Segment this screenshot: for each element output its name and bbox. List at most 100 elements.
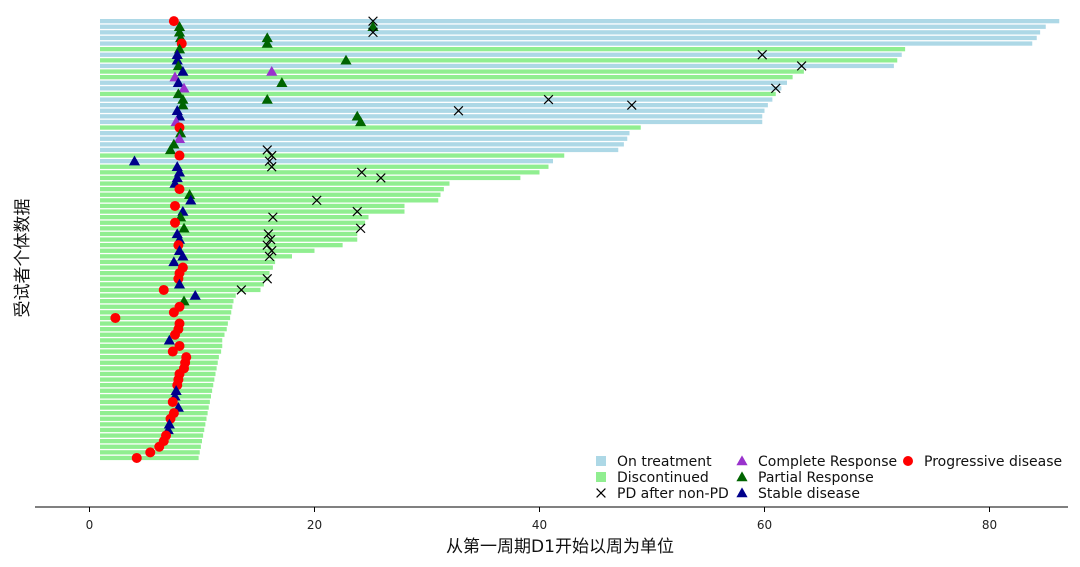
complete-response-marker-22: [173, 133, 186, 143]
subject-bar-76: [100, 439, 202, 444]
pd-after-non-pd-marker-38: [355, 223, 366, 234]
subject-bar-35: [100, 209, 405, 214]
subject-bar-71: [100, 411, 208, 416]
subject-bar-6: [100, 47, 906, 52]
progressive-disease-marker-69: [167, 396, 178, 407]
subject-bar-49: [100, 287, 261, 293]
legend-complete-response-label: Complete Response: [758, 454, 897, 470]
pd-after-non-pd-marker-28: [356, 167, 367, 178]
subject-bar-58: [100, 338, 223, 343]
subject-bar-3: [100, 30, 1041, 35]
subject-bar-7: [100, 52, 902, 57]
pd-after-non-pd-marker-25: [266, 150, 277, 161]
subject-bar-37: [100, 220, 366, 225]
subject-bar-30: [100, 181, 450, 186]
subject-bar-74: [100, 427, 205, 433]
pd-after-non-pd-marker-9: [796, 61, 807, 71]
subject-bar-53: [100, 310, 232, 315]
pd-after-non-pd-marker-13-stroke-b: [770, 83, 781, 94]
subject-bar-39: [100, 231, 358, 237]
pd-after-non-pd-marker-26: [264, 156, 275, 166]
subject-bar-22: [100, 136, 628, 141]
legend-discontinued-label: Discontinued: [617, 470, 709, 486]
pd-after-non-pd-marker-3-stroke-b: [368, 27, 378, 38]
stable-disease-marker-7: [171, 49, 183, 59]
x-tick-label-60: 60: [757, 518, 772, 532]
pd-after-non-pd-marker-7: [757, 49, 768, 60]
partial-response-marker-24: [164, 144, 177, 155]
subject-bar-47: [100, 276, 270, 281]
partial-response-marker-15: [177, 93, 189, 104]
subject-bar-67: [100, 388, 213, 393]
progressive-disease-marker-60: [167, 346, 178, 357]
pd-after-non-pd-marker-17: [453, 105, 464, 116]
partial-response-marker-12-late: [276, 77, 288, 87]
legend-progressive-disease-swatch: [903, 456, 913, 466]
stable-disease-marker-50: [189, 289, 201, 300]
subject-bar-51: [100, 299, 234, 304]
pd-after-non-pd-marker-16-stroke-b: [626, 100, 637, 110]
subject-bar-10: [100, 69, 804, 74]
subject-bar-42: [100, 248, 315, 253]
pd-after-non-pd-marker-15: [543, 94, 554, 105]
subject-bar-64: [100, 371, 216, 377]
subject-bar-41: [100, 243, 343, 248]
subject-bar-55: [100, 321, 228, 326]
stable-disease-marker-33: [185, 194, 197, 205]
subject-bar-5: [100, 41, 1033, 46]
subject-bar-52: [100, 304, 233, 309]
subject-bar-50: [100, 293, 236, 298]
pd-after-non-pd-marker-7-stroke-b: [757, 49, 768, 60]
progressive-disease-marker-78: [145, 447, 156, 458]
pd-after-non-pd-marker-43-stroke-b: [264, 251, 275, 262]
pd-after-non-pd-marker-35: [352, 206, 363, 217]
subject-bar-16: [100, 103, 768, 108]
partial-response-marker-4-late: [261, 32, 273, 43]
subject-bar-77: [100, 444, 201, 449]
complete-response-marker-10-late: [266, 65, 278, 76]
stable-disease-marker-10: [177, 65, 189, 76]
pd-after-non-pd-marker-27: [266, 161, 277, 172]
stable-disease-marker-8: [171, 54, 183, 65]
subject-bar-59: [100, 343, 223, 349]
pd-after-non-pd-marker-39: [263, 229, 274, 239]
subject-bar-21: [100, 131, 630, 136]
pd-after-non-pd-marker-36-stroke-b: [268, 212, 278, 222]
pd-after-non-pd-marker-33-stroke-b: [311, 195, 322, 206]
pd-after-non-pd-marker-29-stroke-b: [376, 173, 386, 183]
pd-after-non-pd-marker-16: [626, 100, 637, 110]
legend-partial-response-swatch: [736, 471, 748, 482]
stable-disease-marker-73: [163, 418, 175, 429]
subject-bar-13: [100, 86, 782, 91]
legend-complete-response-swatch: [736, 455, 748, 466]
subject-bar-79: [100, 455, 199, 461]
subject-bar-65: [100, 377, 215, 382]
subject-bar-72: [100, 416, 207, 421]
subject-bar-54: [100, 315, 231, 321]
subject-bar-2: [100, 24, 1046, 29]
y-axis-title: 受试者个体数据: [13, 199, 33, 318]
subject-bar-60: [100, 349, 222, 354]
pd-after-non-pd-marker-41-stroke-b: [262, 240, 273, 250]
progressive-disease-marker-49: [158, 284, 169, 295]
legend-pd-after-non-pd-label: PD after non-PD: [617, 486, 729, 502]
x-tick-label-40: 40: [532, 518, 547, 532]
pd-after-non-pd-marker-24-stroke-b: [262, 145, 273, 155]
pd-after-non-pd-marker-24: [262, 145, 273, 155]
subject-bar-68: [100, 394, 211, 399]
pd-after-non-pd-marker-36: [268, 212, 278, 222]
subject-bar-9: [100, 63, 894, 69]
pd-after-non-pd-marker-9-stroke-b: [796, 61, 807, 71]
partial-response-marker-14: [172, 88, 184, 99]
legend-stable-disease-label: Stable disease: [758, 486, 860, 502]
subject-bar-14: [100, 91, 776, 97]
subject-bar-62: [100, 360, 218, 365]
subject-bar-23: [100, 142, 624, 147]
legend-pd-after-non-pd-swatch: [596, 488, 606, 498]
subject-bar-20: [100, 125, 641, 130]
progressive-disease-marker-57: [170, 329, 180, 340]
pd-after-non-pd-marker-13: [770, 83, 781, 94]
pd-after-non-pd-marker-47: [262, 273, 273, 284]
pd-after-non-pd-marker-40: [265, 234, 276, 245]
pd-after-non-pd-marker-27-stroke-b: [266, 161, 277, 172]
